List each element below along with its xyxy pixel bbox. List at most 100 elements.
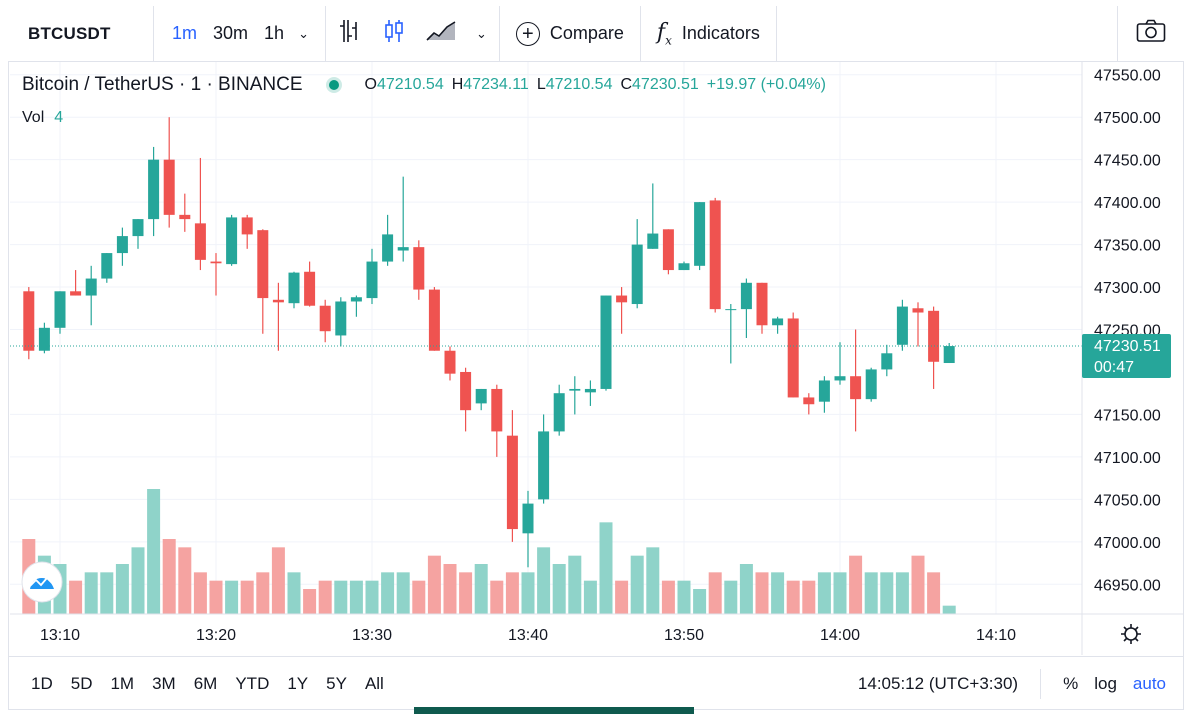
log-scale-button[interactable]: log [1094,673,1117,693]
candle [491,384,503,457]
interval-1h-button[interactable]: 1h [264,23,285,43]
price-badge-countdown: 00:47 [1094,359,1134,376]
range-3m-button[interactable]: 3M [152,673,176,693]
tradingview-logo-icon[interactable] [21,561,63,603]
area-chart-icon[interactable] [426,20,456,47]
range-all-button[interactable]: All [364,673,384,693]
candle-body [366,261,378,299]
price-tick-label: 47500.00 [1094,110,1161,127]
volume-bar [349,580,363,614]
candle [288,271,300,309]
candle-body [600,295,612,389]
candle [772,316,784,334]
interval-30m-button[interactable]: 30m [213,23,249,43]
candle [569,376,581,415]
chevron-down-icon[interactable]: ⌄ [475,25,487,41]
candle-body [881,353,893,370]
candle [54,291,66,334]
compare-button[interactable]: + Compare [500,6,641,61]
volume-bar [412,580,426,614]
volume-bar [786,580,800,614]
volume-bar [568,555,582,614]
bars-icon[interactable] [338,18,362,49]
volume-bar [755,572,769,614]
candle [272,282,284,351]
time-tick-label: 13:50 [664,627,704,644]
candle-body [23,291,35,351]
market-status-icon[interactable] [328,80,339,90]
candles-icon[interactable] [382,18,406,49]
ohlc-values: O47210.54 H47234.11 L47210.54 C47230.51 … [365,76,826,94]
candle-body [865,369,877,400]
time-tick-label: 13:20 [196,627,236,644]
candle [522,490,534,568]
candle [616,287,628,334]
candle [257,229,269,334]
range-1d-button[interactable]: 1D [31,673,53,693]
price-tick-label: 47000.00 [1094,535,1161,552]
candle-body [335,301,347,336]
volume-bar [474,564,488,614]
percent-scale-button[interactable]: % [1063,673,1079,693]
candle-body [475,388,487,404]
volume-bar [396,572,410,614]
candle [881,344,893,377]
candle-body [428,289,440,351]
gear-icon[interactable] [1121,624,1141,644]
volume-bar [739,564,753,614]
volume-bar [115,564,129,614]
chevron-down-icon[interactable]: ⌄ [298,25,309,41]
range-1y-button[interactable]: 1Y [287,673,309,693]
range-5d-button[interactable]: 5D [70,673,93,693]
candle [865,367,877,402]
indicators-label: Indicators [681,23,760,43]
candle-body [101,253,113,279]
candle-body [772,318,784,326]
volume-legend: Vol 4 [22,109,63,127]
time-tick-label: 14:10 [976,627,1016,644]
candle [460,367,472,432]
candle-body [148,159,160,220]
candle-body [506,435,518,530]
price-tick-label: 47400.00 [1094,195,1161,212]
range-6m-button[interactable]: 6M [193,673,218,693]
candle-body [616,295,628,303]
range-ytd-button[interactable]: YTD [235,673,270,693]
range-5y-button[interactable]: 5Y [326,673,347,693]
scrollbar-thumb[interactable] [414,707,694,714]
candle [382,214,394,266]
candle-body [662,229,674,271]
interval-1m-button[interactable]: 1m [172,23,198,43]
candle-body [70,291,82,296]
candle-body [678,263,690,271]
candle-body [163,159,175,215]
candle-body [522,503,534,534]
candle [366,248,378,305]
timezone-clock[interactable]: 14:05:12 (UTC+3:30) [858,668,1042,699]
auto-scale-button[interactable]: auto [1132,673,1166,693]
candle-body [85,278,97,296]
volume-bar [677,580,691,614]
candle-body [272,299,284,303]
candle [101,253,113,283]
candle [662,229,674,275]
time-tick-label: 13:40 [508,627,548,644]
volume-bar [599,522,613,614]
symbol-search-button[interactable]: BTCUSDT [8,6,154,61]
volume-bars [22,489,956,614]
time-tick-label: 14:00 [820,627,860,644]
volume-bar [256,572,270,614]
candle [397,176,409,262]
candle-body [553,393,565,432]
volume-bar [334,580,348,614]
range-1m-button[interactable]: 1M [110,673,135,693]
volume-bar [708,572,722,614]
indicators-button[interactable]: fx Indicators [641,6,777,61]
volume-bar [849,555,863,614]
screenshot-button[interactable] [1118,6,1184,61]
volume-bar [537,547,551,614]
volume-bar [131,547,145,614]
candle-body [241,217,253,235]
candle [335,297,347,347]
